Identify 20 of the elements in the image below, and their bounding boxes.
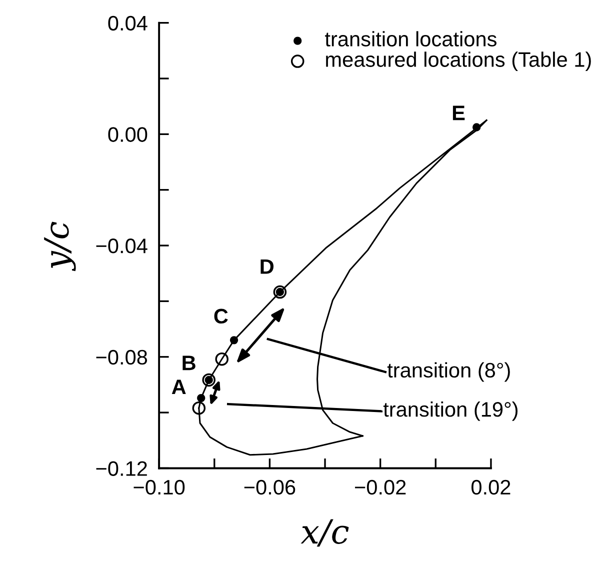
annotation: D [260, 259, 274, 274]
annotation: B [182, 356, 196, 370]
legend-label: measured locations (Table 1) [326, 52, 591, 72]
x-tick-label: −0.02 [355, 480, 406, 495]
annotation: C [214, 308, 228, 324]
annotation: A [172, 380, 186, 394]
x-tick-label: 0.02 [472, 480, 510, 495]
y-axis-title: y/c [44, 222, 76, 272]
x-axis-title: x/c [300, 519, 349, 547]
y-tick-label: 0.00 [108, 127, 148, 142]
x-tick-label: −0.06 [244, 480, 296, 495]
annotation: transition (19°) [383, 402, 518, 421]
legend-label: transition locations [324, 31, 496, 46]
y-tick-label: −0.08 [96, 350, 148, 365]
annotation: transition (8°) [387, 362, 510, 382]
y-tick-label: −0.12 [96, 461, 147, 476]
annotation: E [452, 106, 465, 120]
y-tick-label: −0.04 [96, 238, 148, 254]
y-tick-label: 0.04 [108, 16, 148, 31]
x-tick-label: −0.10 [134, 480, 185, 495]
